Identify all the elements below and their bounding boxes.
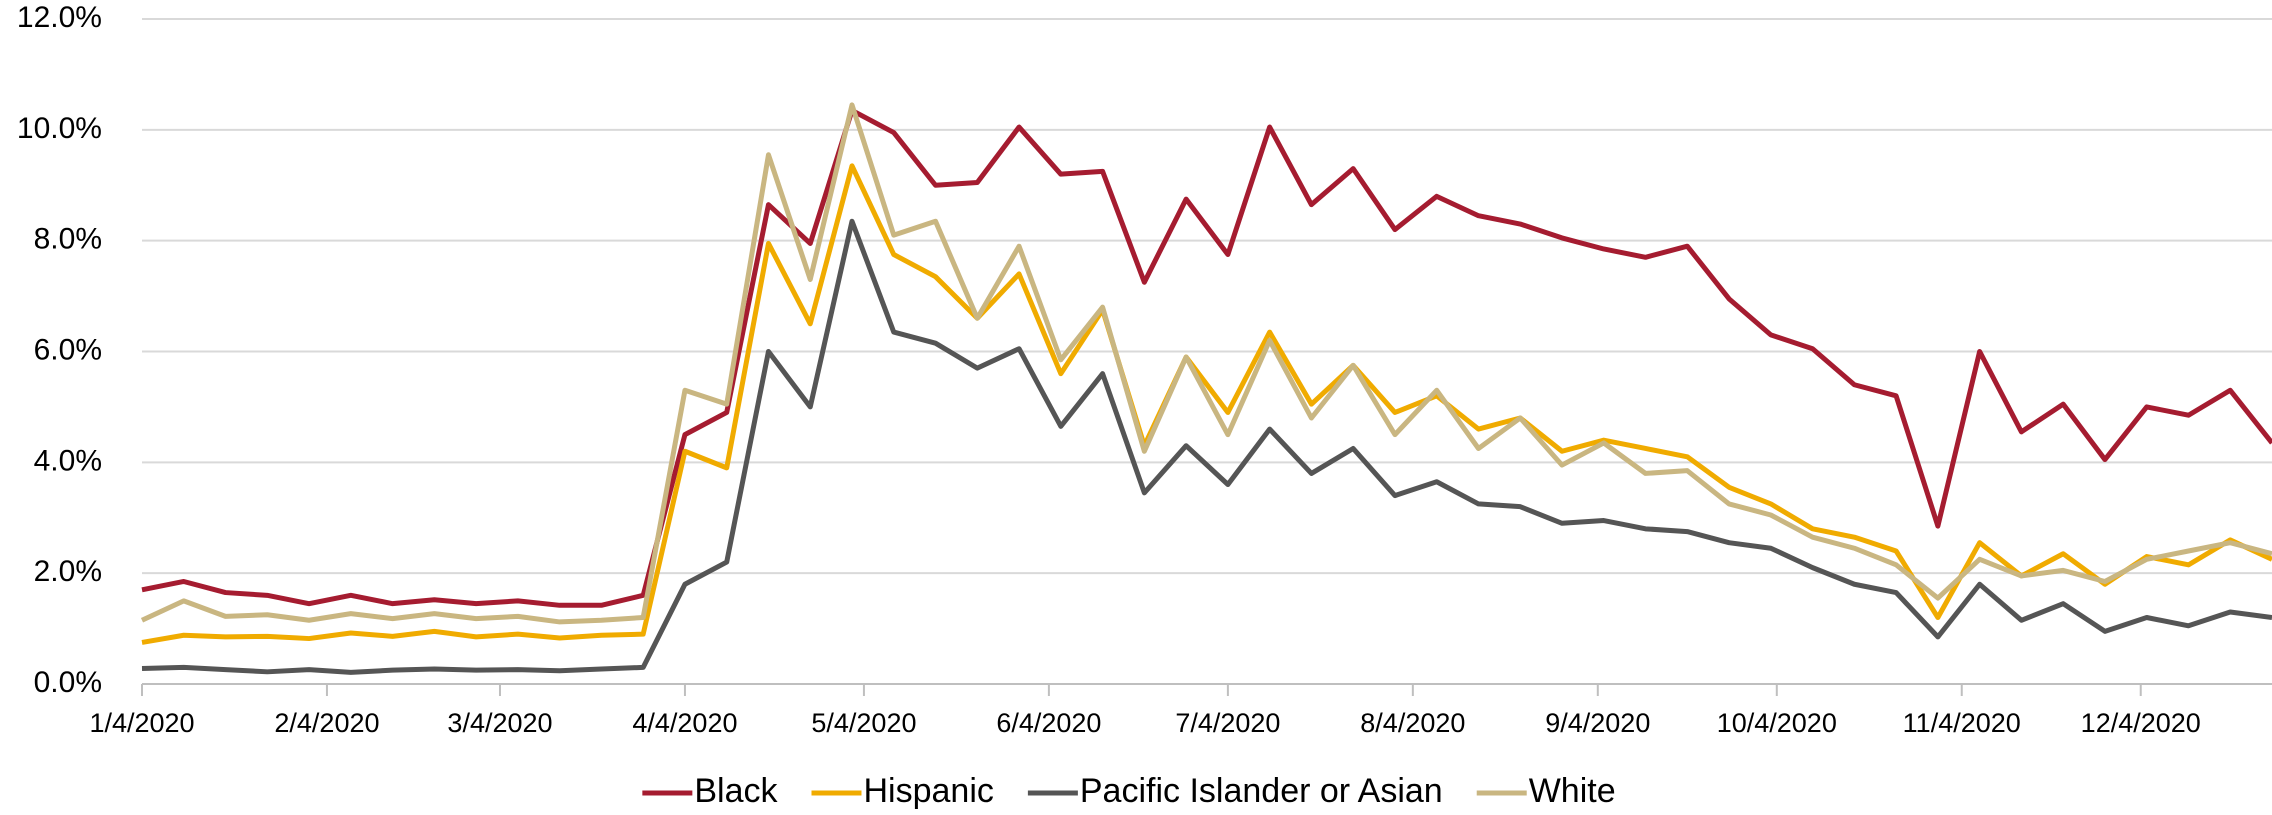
series-line (141, 107, 2272, 608)
series-line (140, 102, 2272, 625)
x-tick-label: 10/4/2020 (1717, 708, 1837, 738)
legend-label: White (1529, 772, 1616, 810)
x-tick-label: 8/4/2020 (1360, 708, 1465, 738)
x-tick-label: 1/4/2020 (89, 708, 194, 738)
series-line (141, 218, 2272, 675)
legend-label: Hispanic (863, 772, 993, 810)
x-tick-label: 12/4/2020 (2081, 708, 2201, 738)
x-tick-label: 9/4/2020 (1545, 708, 1650, 738)
x-tick-label: 5/4/2020 (811, 708, 916, 738)
x-tick-label: 7/4/2020 (1175, 708, 1280, 738)
y-tick-label: 0.0% (34, 666, 102, 699)
y-tick-label: 10.0% (17, 112, 102, 145)
y-tick-label: 2.0% (34, 555, 102, 588)
x-tick-label: 3/4/2020 (447, 708, 552, 738)
y-tick-label: 8.0% (34, 223, 102, 256)
legend-label: Pacific Islander or Asian (1080, 772, 1443, 810)
legend-label: Black (694, 772, 778, 810)
y-tick-label: 12.0% (17, 1, 102, 34)
series-line (141, 163, 2272, 645)
x-tick-label: 2/4/2020 (274, 708, 379, 738)
y-tick-label: 6.0% (34, 333, 102, 366)
y-tick-label: 4.0% (34, 444, 102, 477)
x-tick-label: 4/4/2020 (632, 708, 737, 738)
x-tick-label: 11/4/2020 (1903, 708, 2021, 738)
x-tick-label: 6/4/2020 (996, 708, 1101, 738)
